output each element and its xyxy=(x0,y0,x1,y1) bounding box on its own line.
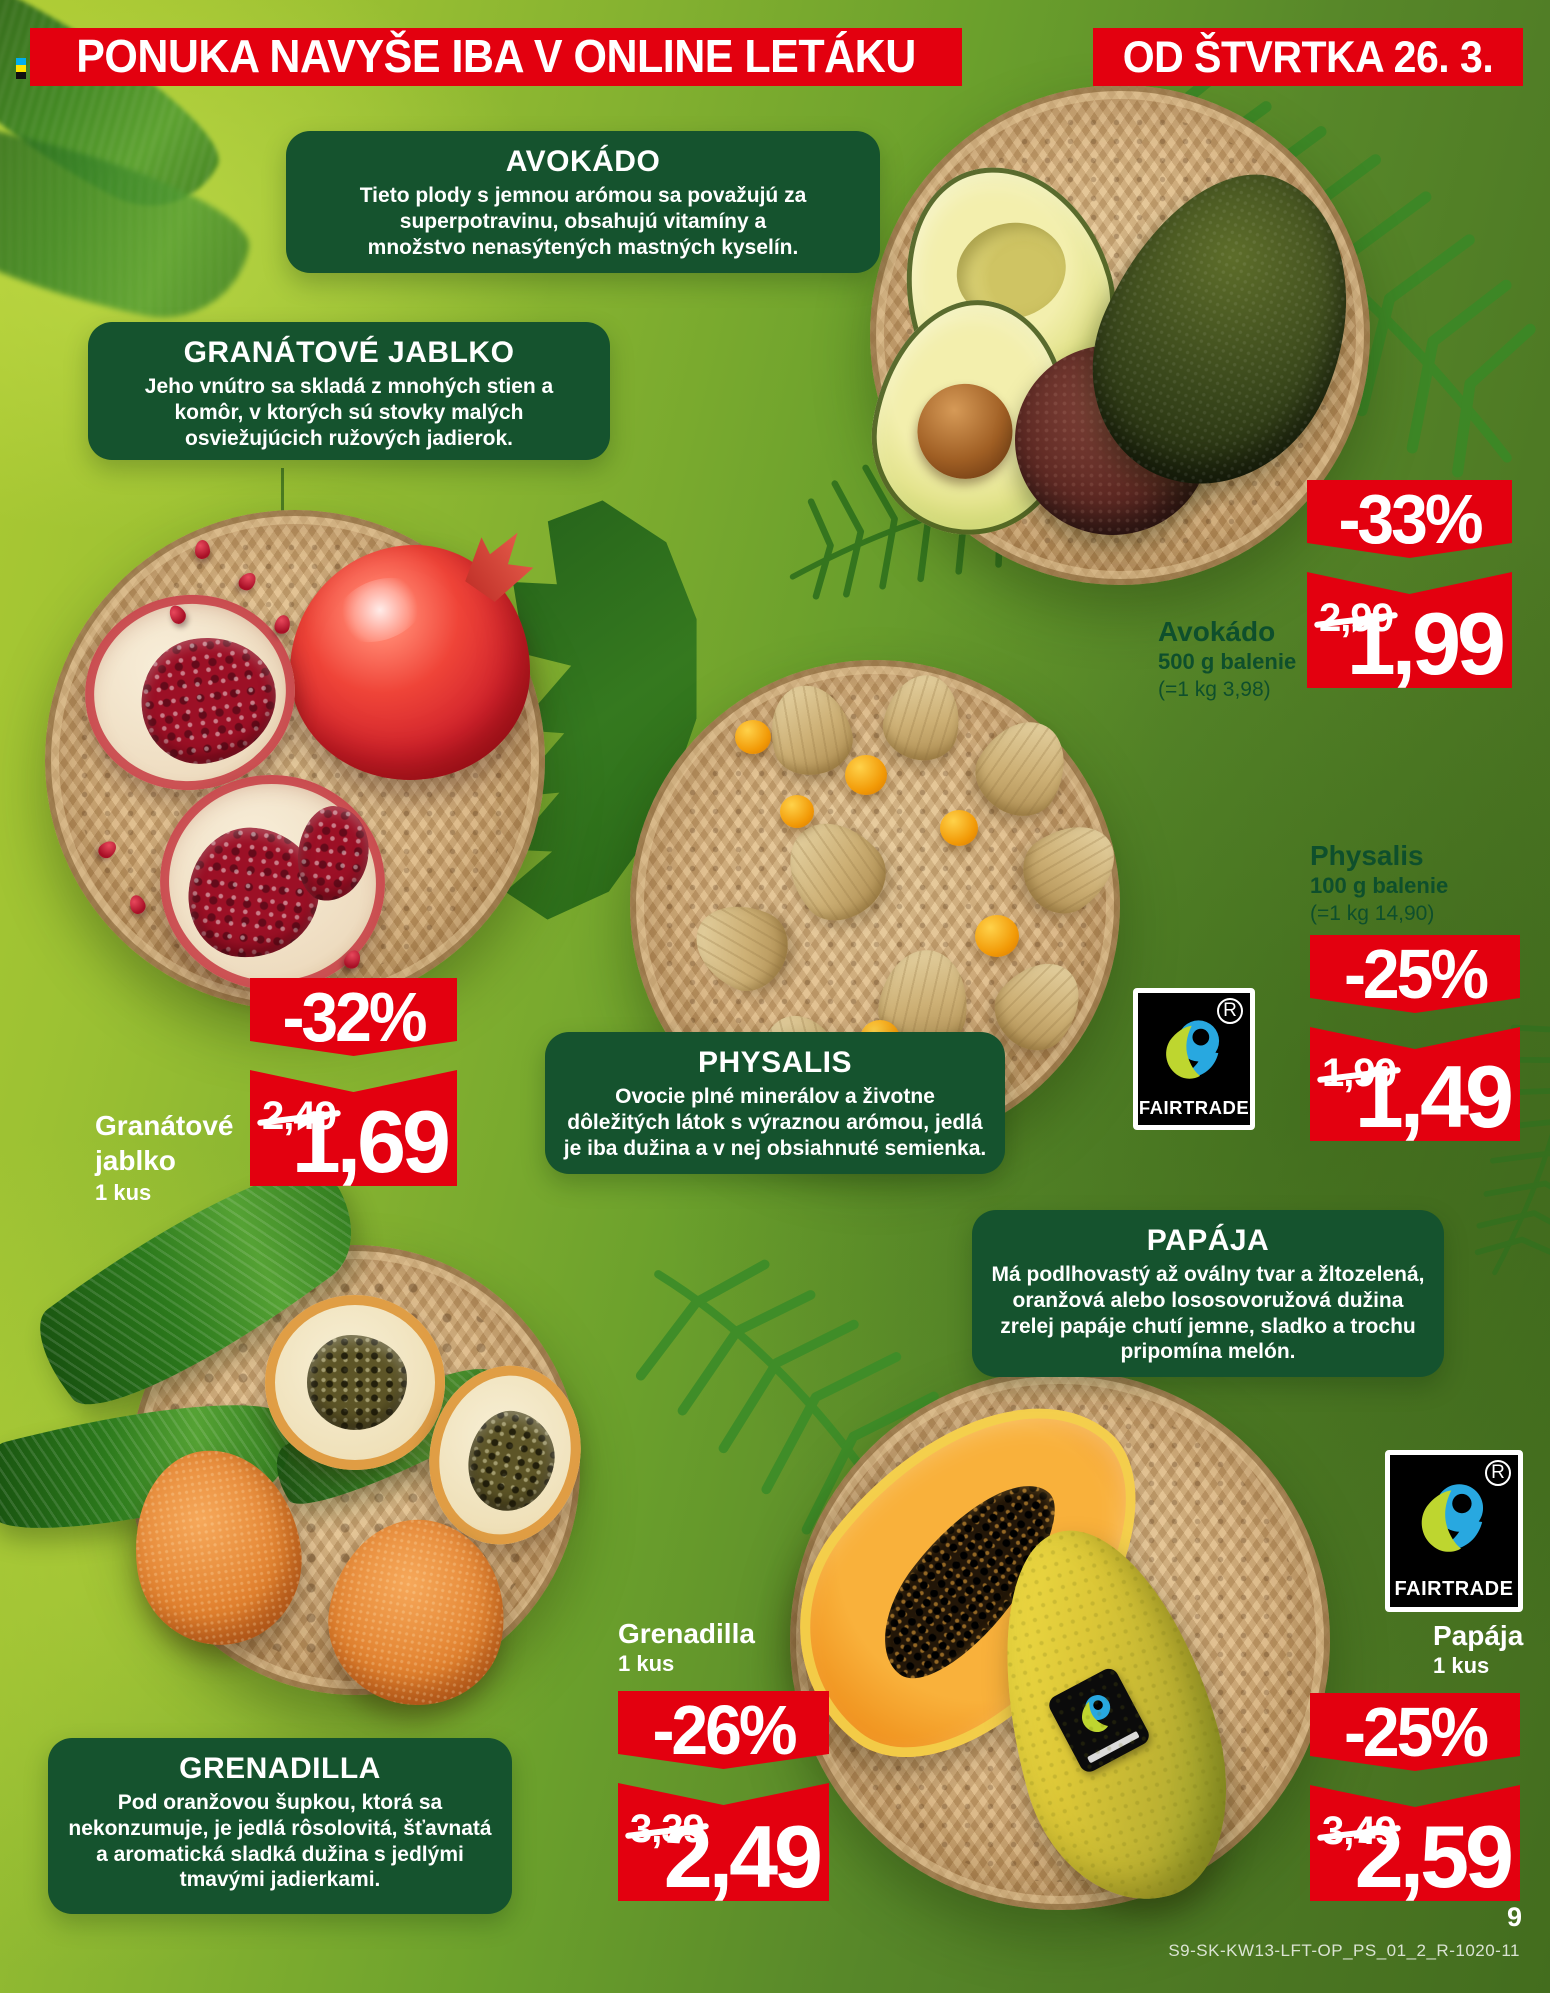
info-body: Pod oranžovou šupkou, ktorá sa nekonzumu… xyxy=(68,1791,492,1892)
price-block-grenadilla: -26% 3,39 2,49 xyxy=(618,1691,829,1901)
info-title: GRENADILLA xyxy=(179,1752,381,1785)
info-box-physalis: PHYSALIS Ovocie plné minerálov a životne… xyxy=(545,1032,1005,1174)
fairtrade-label: FAIRTRADE xyxy=(1394,1578,1514,1600)
registered-trademark-icon: R xyxy=(1485,1460,1511,1486)
grenadilla-photo xyxy=(0,1128,620,1745)
validity-banner: OD ŠTVRTKA 26. 3. xyxy=(1093,28,1523,86)
physalis-berry xyxy=(780,795,814,828)
grenadilla-half xyxy=(265,1295,445,1470)
info-body: Ovocie plné minerálov a životne dôležitý… xyxy=(563,1085,987,1160)
price-block-physalis: -25% 1,99 1,49 xyxy=(1310,935,1520,1141)
price-block-papaya: -25% 3,49 2,59 xyxy=(1310,1693,1520,1901)
current-price: 1,99 xyxy=(1346,594,1506,693)
papaya-whole xyxy=(961,1504,1259,1926)
product-unit-price: (=1 kg 14,90) xyxy=(1310,901,1435,925)
product-pack: 1 kus xyxy=(618,1651,675,1677)
old-price: 1,99 xyxy=(1322,1051,1397,1095)
footer-code: S9-SK-KW13-LFT-OP_PS_01_2_R-1020-11 xyxy=(1168,1941,1520,1960)
info-title: AVOKÁDO xyxy=(505,145,661,178)
product-label-papaya: Papája 1 kus xyxy=(1433,1620,1550,1679)
discount-badge: -25% xyxy=(1310,1693,1520,1771)
papaya-sticker xyxy=(1045,1665,1153,1776)
fairtrade-logo: R FAIRTRADE xyxy=(1133,988,1255,1130)
price-box: 3,49 2,59 xyxy=(1310,1785,1520,1901)
fairtrade-mark-icon xyxy=(1421,1484,1484,1552)
physalis-berry xyxy=(735,720,771,754)
product-pack: 1 kus xyxy=(95,1180,152,1205)
avocado-photo xyxy=(856,85,1398,585)
registered-trademark-icon: R xyxy=(1217,998,1243,1024)
product-name: Avokádo xyxy=(1158,616,1276,647)
price-box: 2,49 1,69 xyxy=(250,1070,457,1186)
info-box-pomegranate: GRANÁTOVÉ JABLKO Jeho vnútro sa skladá z… xyxy=(88,322,610,460)
info-box-papaya: PAPÁJA Má podlhovastý až oválny tvar a ž… xyxy=(972,1210,1444,1377)
info-box-avocado: AVOKÁDO Tieto plody s jemnou arómou sa p… xyxy=(286,131,880,273)
product-name: Physalis xyxy=(1310,840,1424,871)
fairtrade-mark-icon xyxy=(1166,1020,1220,1079)
promo-banner-text: PONUKA NAVYŠE IBA V ONLINE LETÁKU xyxy=(76,30,916,83)
pomegranate-photo xyxy=(45,510,545,1010)
info-title: PAPÁJA xyxy=(1146,1224,1270,1257)
old-price: 3,49 xyxy=(1322,1809,1397,1853)
price-block-avocado: -33% 2,99 1,99 xyxy=(1307,480,1512,688)
physalis-berry xyxy=(975,915,1019,957)
current-price: 1,49 xyxy=(1354,1047,1514,1146)
physalis-berry xyxy=(940,810,978,846)
discount-badge: -32% xyxy=(250,978,457,1056)
info-body: Jeho vnútro sa skladá z mnohých stien a … xyxy=(144,375,554,450)
old-price: 3,39 xyxy=(630,1807,705,1851)
discount-badge: -26% xyxy=(618,1691,829,1769)
info-box-grenadilla: GRENADILLA Pod oranžovou šupkou, ktorá s… xyxy=(48,1738,512,1914)
product-label-pomegranate: Granátové jablko 1 kus xyxy=(95,1108,245,1206)
product-name: Grenadilla xyxy=(618,1618,755,1649)
page-number: 9 xyxy=(1506,1902,1522,1932)
discount-badge: -33% xyxy=(1307,480,1512,558)
physalis-berry xyxy=(845,755,887,795)
info-title: PHYSALIS xyxy=(697,1046,853,1079)
product-name: Papája xyxy=(1433,1620,1524,1651)
price-block-pomegranate: -32% 2,49 1,69 xyxy=(250,978,457,1186)
product-label-grenadilla: Grenadilla 1 kus xyxy=(618,1618,828,1677)
product-unit-price: (=1 kg 3,98) xyxy=(1158,677,1271,701)
product-pack: 500 g balenie xyxy=(1158,649,1297,675)
print-registration-mark xyxy=(16,58,26,79)
product-name: Granátové jablko xyxy=(95,1110,234,1176)
current-price: 2,59 xyxy=(1354,1807,1514,1906)
product-label-physalis: Physalis 100 g balenie (=1 kg 14,90) xyxy=(1310,840,1510,926)
pomegranate-seed xyxy=(195,540,210,559)
papaya-photo xyxy=(590,1280,1330,1960)
info-title: GRANÁTOVÉ JABLKO xyxy=(183,336,515,369)
discount-badge: -25% xyxy=(1310,935,1520,1013)
validity-banner-text: OD ŠTVRTKA 26. 3. xyxy=(1122,31,1494,82)
price-box: 1,99 1,49 xyxy=(1310,1027,1520,1141)
product-pack: 1 kus xyxy=(1433,1653,1490,1679)
fairtrade-logo: R FAIRTRADE xyxy=(1385,1450,1523,1612)
old-price: 2,49 xyxy=(262,1094,337,1138)
promo-banner: PONUKA NAVYŠE IBA V ONLINE LETÁKU xyxy=(30,28,962,86)
info-body: Má podlhovastý až oválny tvar a žltozele… xyxy=(991,1263,1425,1364)
current-price: 2,49 xyxy=(663,1807,823,1906)
product-label-avocado: Avokádo 500 g balenie (=1 kg 3,98) xyxy=(1158,616,1318,702)
price-box: 2,99 1,99 xyxy=(1307,572,1512,688)
product-pack: 100 g balenie xyxy=(1310,873,1449,899)
current-price: 1,69 xyxy=(291,1092,451,1191)
fairtrade-label: FAIRTRADE xyxy=(1138,1097,1250,1118)
price-box: 3,39 2,49 xyxy=(618,1783,829,1901)
old-price: 2,99 xyxy=(1319,596,1394,640)
info-body: Tieto plody s jemnou arómou sa považujú … xyxy=(359,184,807,259)
